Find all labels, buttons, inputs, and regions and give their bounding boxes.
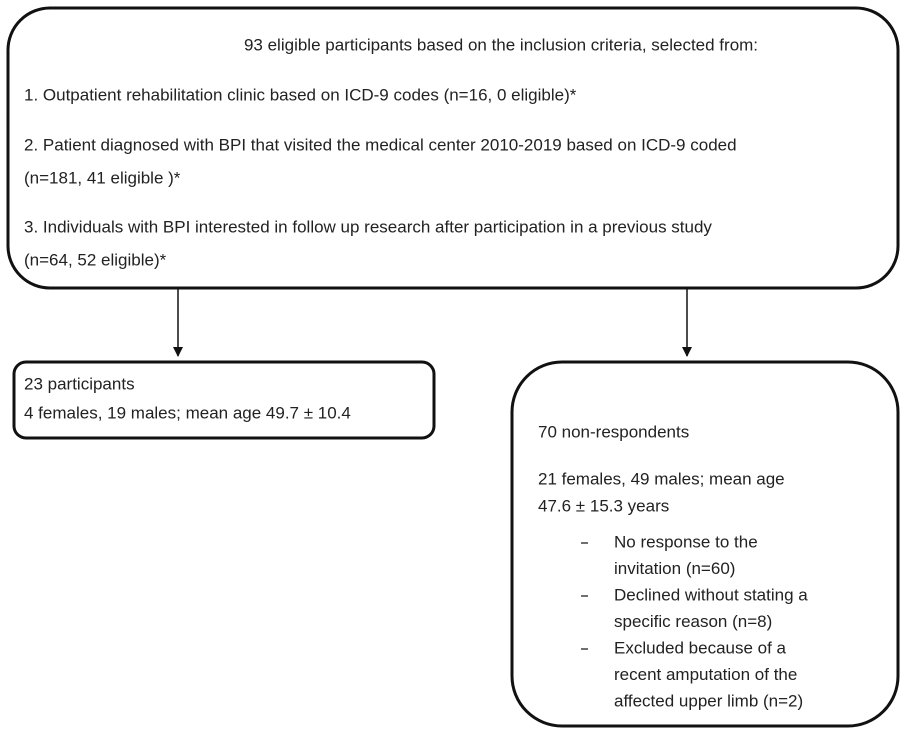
right-title: 70 non-respondents [538, 422, 689, 441]
criteria-line: (n=181, 41 eligible )* [24, 168, 181, 187]
top-heading: 93 eligible participants based on the in… [244, 35, 758, 54]
criteria-line: 1. Outpatient rehabilitation clinic base… [24, 85, 577, 104]
participants-line: 4 females, 19 males; mean age 49.7 ± 10.… [24, 403, 351, 422]
criteria-line: 2. Patient diagnosed with BPI that visit… [24, 135, 737, 154]
participants-line: 23 participants [24, 374, 135, 393]
bullet-line: Excluded because of a [614, 638, 787, 657]
bullet-line: Declined without stating a [614, 585, 808, 604]
bullet-line: specific reason (n=8) [614, 612, 772, 631]
criteria-line: 3. Individuals with BPI interested in fo… [24, 217, 712, 236]
criteria-line: (n=64, 52 eligible)* [24, 250, 167, 269]
bullet-line: invitation (n=60) [614, 559, 735, 578]
right-box [510, 360, 900, 728]
left-box [12, 360, 436, 440]
bullet-line: No response to the [614, 532, 758, 551]
bullet-line: affected upper limb (n=2) [614, 691, 803, 710]
bullet-line: recent amputation of the [614, 665, 797, 684]
top-box [6, 6, 900, 290]
summary-line: 21 females, 49 males; mean age [538, 469, 785, 488]
summary-line: 47.6 ± 15.3 years [538, 496, 669, 515]
